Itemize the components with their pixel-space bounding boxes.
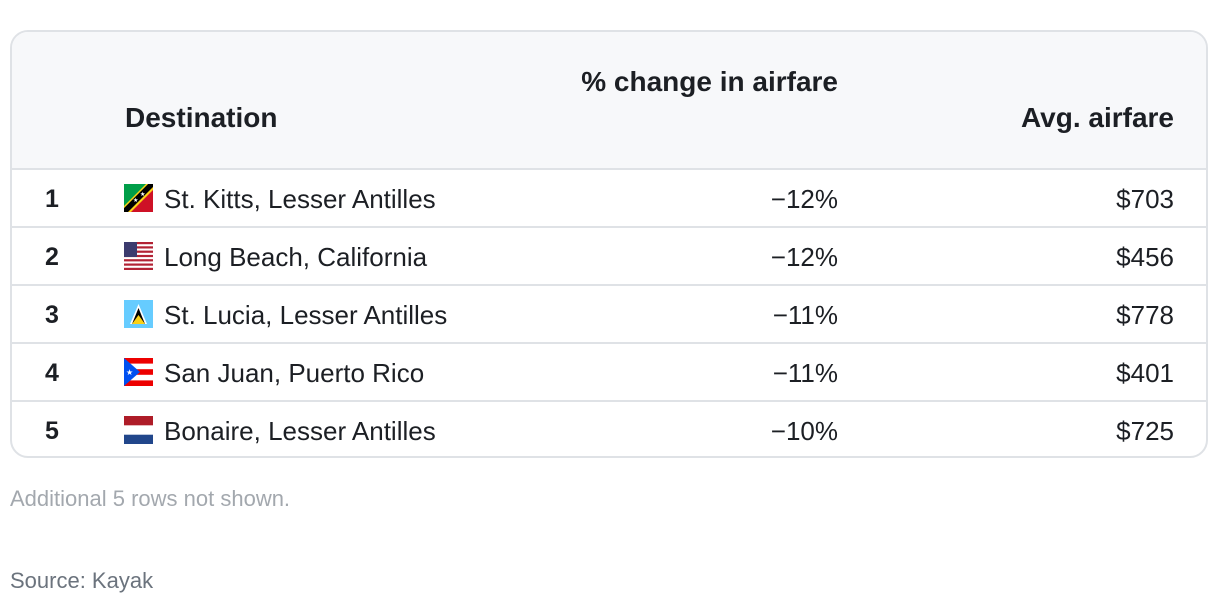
svg-text:★: ★ xyxy=(133,197,138,204)
pct-change-cell: −12% xyxy=(770,242,838,272)
destination-cell: San Juan, Puerto Rico xyxy=(164,358,425,388)
airfare-table: Destination % change in airfare Avg. air… xyxy=(10,30,1208,458)
rank-cell: 3 xyxy=(45,301,59,329)
table-header: Destination % change in airfare Avg. air… xyxy=(12,32,1206,170)
table-row: 3 St. Lucia, Lesser Antilles −11% $778 xyxy=(12,286,1206,344)
destination-cell: St. Kitts, Lesser Antilles xyxy=(164,184,436,214)
header-pct-change[interactable]: % change in airfare xyxy=(581,66,838,97)
rank-cell: 4 xyxy=(45,359,59,387)
destination-cell: Long Beach, California xyxy=(164,242,428,272)
avg-airfare-cell: $725 xyxy=(1116,416,1174,446)
avg-airfare-cell: $778 xyxy=(1116,300,1174,330)
table-row: 5 Bonaire, Lesser Antilles −10% $725 xyxy=(12,402,1206,456)
source-credit: Source: Kayak xyxy=(10,568,154,593)
rank-cell: 5 xyxy=(45,417,59,445)
table-row: 4 ★ San Juan, Puerto Rico −11% $401 xyxy=(12,344,1206,402)
destination-cell: St. Lucia, Lesser Antilles xyxy=(164,300,448,330)
header-avg-airfare[interactable]: Avg. airfare xyxy=(1020,102,1174,133)
puerto-rico-flag-icon: ★ xyxy=(124,358,153,386)
pct-change-cell: −11% xyxy=(772,300,838,330)
pct-change-cell: −12% xyxy=(770,184,838,214)
avg-airfare-cell: $703 xyxy=(1116,184,1174,214)
st-kitts-and-nevis-flag-icon: ★ ★ xyxy=(124,184,153,212)
pct-change-cell: −11% xyxy=(772,358,838,388)
svg-text:★: ★ xyxy=(126,368,133,377)
united-states-flag-icon xyxy=(124,242,153,270)
avg-airfare-cell: $401 xyxy=(1116,358,1174,388)
rank-cell: 1 xyxy=(45,185,59,213)
table-row: 2 Long Beach, California −12% $456 xyxy=(12,228,1206,286)
pct-change-cell: −10% xyxy=(770,416,838,446)
footnote: Additional 5 rows not shown. xyxy=(10,486,291,511)
destination-cell: Bonaire, Lesser Antilles xyxy=(164,416,436,446)
saint-lucia-flag-icon xyxy=(124,300,153,328)
table-row: 1 ★ ★ St. Kitts, Lesser Antilles −12% $7… xyxy=(12,170,1206,228)
svg-text:★: ★ xyxy=(140,191,145,198)
avg-airfare-cell: $456 xyxy=(1116,242,1174,272)
netherlands-flag-icon xyxy=(124,416,153,444)
header-destination[interactable]: Destination xyxy=(125,102,278,133)
rank-cell: 2 xyxy=(45,243,59,271)
